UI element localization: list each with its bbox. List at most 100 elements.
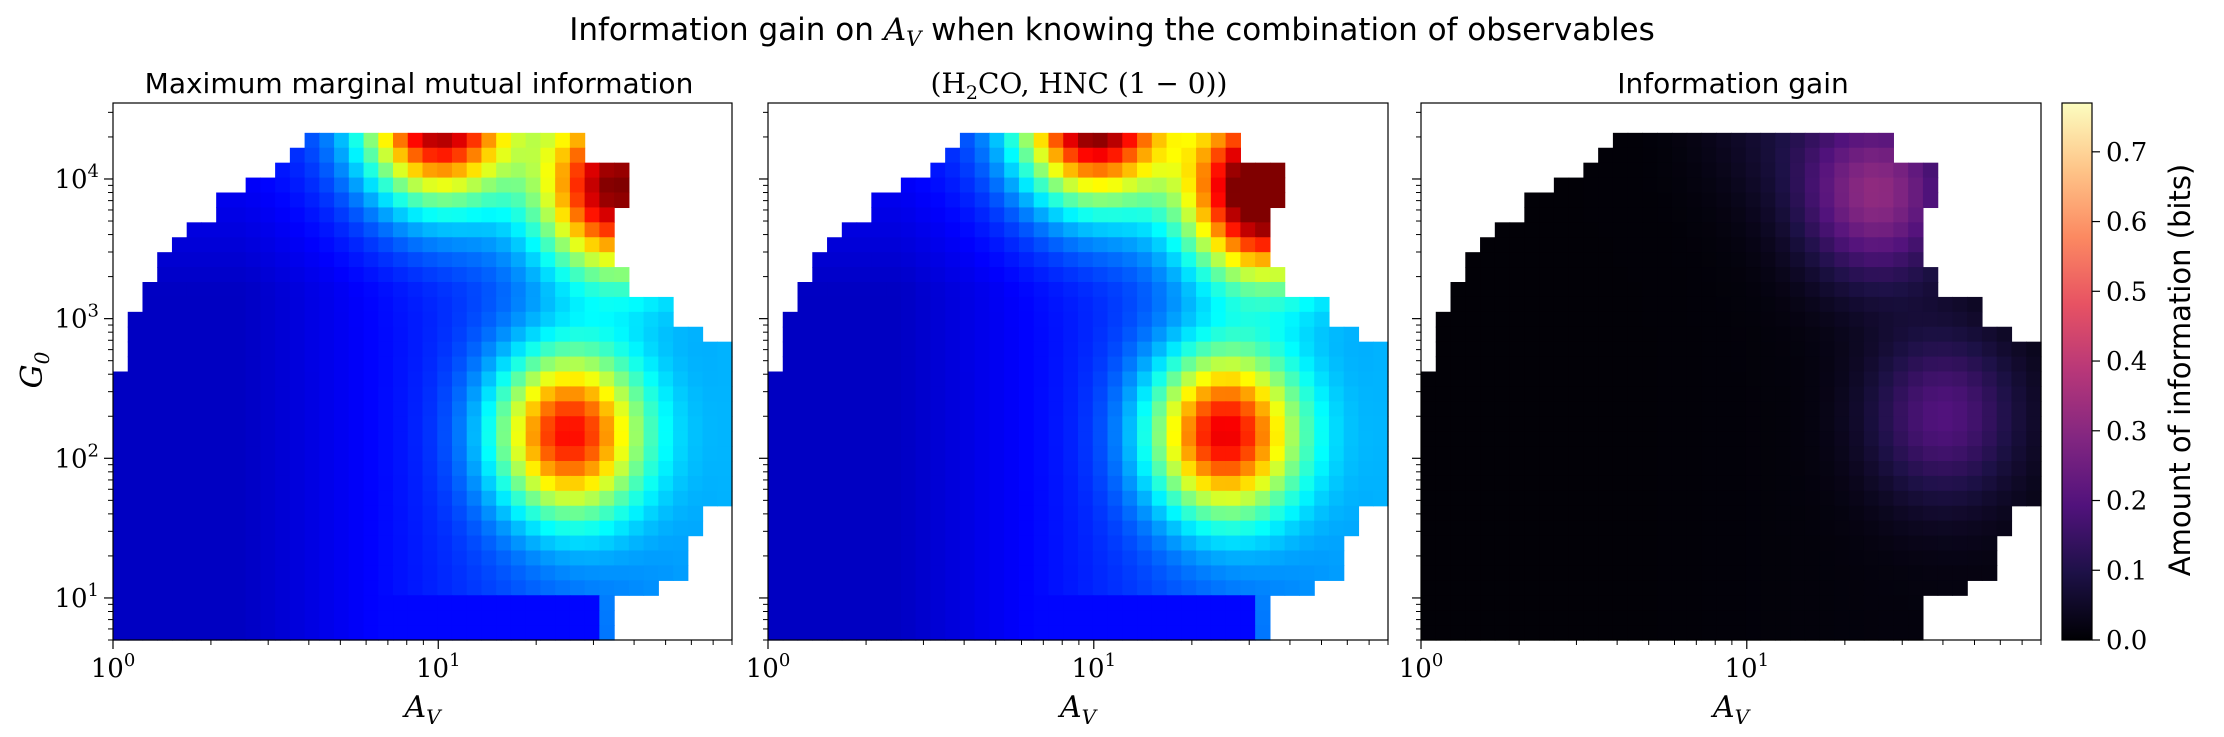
heatmap-cell [1612, 341, 1629, 358]
heatmap-cell [1745, 371, 1762, 388]
heatmap-cell [422, 565, 438, 581]
heatmap-cell [1358, 431, 1374, 447]
heatmap-cell [304, 475, 320, 492]
heatmap-cell [245, 461, 261, 477]
heatmap-cell [393, 341, 409, 358]
heatmap-cell [378, 505, 394, 522]
heatmap-cell [113, 386, 129, 402]
heatmap-cell [1210, 282, 1227, 298]
heatmap-cell [1790, 461, 1806, 477]
heatmap-cell [1775, 162, 1791, 179]
heatmap-cell [363, 520, 379, 537]
heatmap-cell [959, 401, 976, 417]
panel-2-title-sub: 2 [966, 82, 978, 104]
heatmap-cell [628, 416, 645, 432]
heatmap-cell [334, 416, 350, 432]
heatmap-cell [1701, 565, 1717, 581]
heatmap-cell [1553, 475, 1570, 492]
heatmap-cell [1657, 311, 1673, 328]
heatmap-cell [1539, 207, 1555, 223]
heatmap-cell [304, 625, 320, 641]
heatmap-cell [496, 625, 512, 641]
heatmap-cell [348, 162, 365, 179]
heatmap-cell [974, 550, 991, 567]
heatmap-cell [1435, 311, 1452, 328]
heatmap-cell [1568, 401, 1584, 417]
heatmap-cell [1137, 371, 1153, 388]
heatmap-cell [540, 535, 556, 552]
heatmap-cell [186, 237, 203, 253]
heatmap-cell [1284, 386, 1301, 402]
heatmap-cell [1568, 580, 1584, 596]
heatmap-cell [451, 207, 468, 223]
heatmap-cell [260, 326, 276, 343]
heatmap-cell [1078, 535, 1094, 552]
heatmap-cell [466, 431, 483, 447]
heatmap-cell [1804, 207, 1821, 223]
heatmap-cell [1299, 475, 1315, 492]
heatmap-cell [1048, 386, 1064, 402]
heatmap-cell [1524, 520, 1540, 537]
heatmap-cell [393, 192, 409, 209]
heatmap-cell [1373, 401, 1389, 417]
heatmap-cell [1553, 505, 1570, 522]
heatmap-cell [1435, 341, 1452, 358]
x-tick-label: 101 [1725, 650, 1770, 684]
heatmap-cell [1996, 401, 2013, 417]
heatmap-cell [930, 625, 946, 641]
heatmap-cell [157, 386, 173, 402]
heatmap-cell [673, 446, 689, 462]
heatmap-cell [1269, 296, 1286, 313]
heatmap-cell [378, 371, 394, 388]
heatmap-cell [1849, 341, 1865, 358]
heatmap-cell [1863, 296, 1880, 313]
heatmap-cell [1568, 595, 1584, 611]
heatmap-cell [959, 341, 976, 358]
heatmap-cell [797, 416, 813, 432]
heatmap-cell [599, 326, 615, 343]
heatmap-cell [1524, 475, 1540, 492]
heatmap-cell [1524, 252, 1540, 268]
heatmap-cell [510, 416, 527, 432]
heatmap-cell [1004, 356, 1020, 373]
heatmap-cell [1063, 595, 1079, 611]
heatmap-cell [1760, 446, 1776, 462]
heatmap-cell [1421, 431, 1437, 447]
heatmap-cell [1284, 520, 1301, 537]
heatmap-cell [1107, 535, 1123, 552]
heatmap-cell [687, 505, 704, 522]
heatmap-cell [1225, 610, 1241, 626]
heatmap-cell [584, 416, 600, 432]
heatmap-cell [614, 282, 630, 298]
heatmap-cell [260, 625, 276, 641]
heatmap-cell [717, 371, 733, 388]
heatmap-cell [1509, 341, 1525, 358]
heatmap-cell [1790, 252, 1806, 268]
heatmap-cell [1790, 282, 1806, 298]
heatmap-cell [1421, 610, 1437, 626]
heatmap-cell [1849, 550, 1865, 567]
heatmap-cell [510, 610, 527, 626]
heatmap-cell [930, 446, 946, 462]
heatmap-cell [1018, 461, 1035, 477]
heatmap-cell [687, 356, 704, 373]
heatmap-cell [451, 326, 468, 343]
heatmap-cell [1107, 162, 1123, 179]
heatmap-cell [1967, 371, 1983, 388]
heatmap-cell [1018, 550, 1035, 567]
heatmap-cell [1804, 356, 1821, 373]
heatmap-cell [171, 416, 188, 432]
heatmap-cell [1225, 177, 1241, 194]
heatmap-cell [245, 595, 261, 611]
heatmap-cell [782, 490, 799, 507]
heatmap-cell [856, 386, 872, 402]
heatmap-cell [1314, 475, 1330, 492]
heatmap-cell [886, 326, 902, 343]
heatmap-cell [1671, 371, 1688, 388]
heatmap-cell [1760, 610, 1776, 626]
heatmap-cell [1952, 550, 1968, 567]
heatmap-cell [1922, 446, 1939, 462]
heatmap-cell [1878, 162, 1894, 179]
heatmap-cell [1063, 237, 1079, 253]
